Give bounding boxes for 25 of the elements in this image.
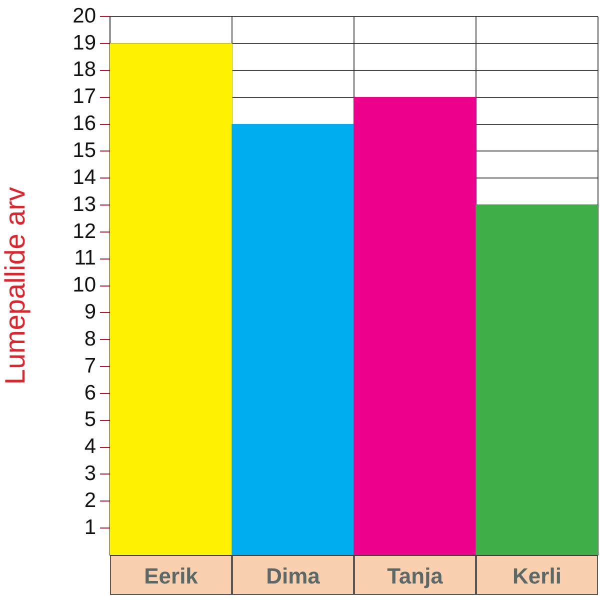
y-tick-label: 20 (72, 4, 96, 28)
y-axis-title: Lumepallide arv (0, 186, 31, 385)
y-tick-label: 15 (72, 138, 96, 162)
y-tick-label: 3 (84, 462, 96, 486)
y-tick-label: 10 (72, 274, 96, 297)
y-tick-label: 14 (72, 166, 96, 189)
y-tick-label: 4 (84, 435, 96, 458)
x-tick-label: Tanja (387, 563, 444, 588)
y-tick-label: 5 (84, 408, 96, 432)
y-tick-label: 19 (72, 31, 96, 54)
y-tick-label: 2 (84, 488, 96, 512)
y-tick-label: 13 (72, 192, 96, 216)
y-tick-label: 16 (72, 112, 96, 136)
y-tick-label: 1 (84, 516, 96, 539)
x-tick-label: Dima (266, 563, 321, 588)
y-tick-label: 8 (84, 327, 96, 350)
x-tick-label: Kerli (512, 563, 562, 588)
x-tick-label: Eerik (144, 563, 199, 588)
y-tick-label: 12 (72, 220, 96, 243)
y-tick-label: 7 (84, 354, 96, 378)
y-tick-label: 17 (72, 85, 96, 108)
y-tick-label: 11 (74, 246, 96, 270)
y-tick-label: 6 (84, 381, 96, 404)
y-tick-label: 18 (72, 58, 96, 82)
y-tick-label: 9 (84, 300, 96, 324)
